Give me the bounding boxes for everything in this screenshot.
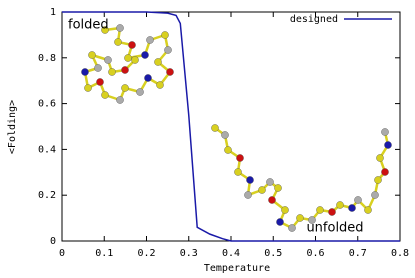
bead	[108, 68, 116, 76]
x-tick-label: 0.3	[180, 248, 198, 259]
x-axis-label: Temperature	[204, 263, 270, 274]
bead	[154, 58, 162, 66]
bead	[104, 56, 112, 64]
bead	[258, 186, 266, 194]
bead	[144, 74, 152, 82]
bead	[381, 128, 389, 136]
bead	[354, 196, 362, 204]
x-tick-label: 0.5	[264, 248, 282, 259]
bead	[296, 214, 304, 222]
x-tick-label: 0	[59, 248, 65, 259]
unfolded-chain	[214, 126, 390, 230]
x-tick-label: 0.4	[222, 248, 240, 259]
y-tick-label: 0.8	[38, 53, 56, 64]
bead	[336, 201, 344, 209]
bead	[274, 184, 282, 192]
y-tick-label: 0.4	[38, 144, 56, 155]
bead	[164, 46, 172, 54]
x-tick-label: 0.8	[391, 248, 409, 259]
bead	[124, 54, 132, 62]
bead	[236, 154, 244, 162]
legend-label: designed	[290, 14, 338, 25]
bead	[136, 88, 144, 96]
bead	[266, 178, 274, 186]
y-tick-label: 0	[50, 236, 56, 247]
bead	[281, 206, 289, 214]
bead	[114, 38, 122, 46]
bead	[166, 68, 174, 76]
bead	[116, 24, 124, 32]
bead	[244, 191, 252, 199]
bead	[234, 168, 242, 176]
bead	[374, 176, 382, 184]
annotation: unfolded	[306, 221, 363, 236]
bead	[364, 206, 372, 214]
bead	[371, 191, 379, 199]
x-tick-label: 0.1	[95, 248, 113, 259]
bead	[268, 196, 276, 204]
x-tick-label: 0.2	[137, 248, 155, 259]
bead	[276, 218, 284, 226]
bead	[328, 208, 336, 216]
bead	[376, 154, 384, 162]
bead	[81, 68, 89, 76]
bead	[94, 64, 102, 72]
bead	[131, 56, 139, 64]
bead	[116, 96, 124, 104]
x-tick-label: 0.6	[306, 248, 324, 259]
annotation: folded	[68, 18, 109, 33]
bead	[224, 146, 232, 154]
bead	[308, 216, 316, 224]
bead	[96, 78, 104, 86]
bead	[141, 51, 149, 59]
x-tick-label: 0.7	[349, 248, 367, 259]
bead	[316, 206, 324, 214]
bead	[156, 81, 164, 89]
y-tick-label: 0.2	[38, 190, 56, 201]
y-tick-label: 1	[50, 7, 56, 18]
bead	[348, 204, 356, 212]
bead	[246, 176, 254, 184]
y-axis-label: <Folding>	[7, 100, 18, 154]
bead	[121, 84, 129, 92]
y-tick-label: 0.6	[38, 99, 56, 110]
bead	[288, 224, 296, 232]
bead	[88, 51, 96, 59]
bead	[121, 66, 129, 74]
bead	[211, 124, 219, 132]
bead	[84, 84, 92, 92]
bead	[128, 41, 136, 49]
bead	[101, 91, 109, 99]
bead	[381, 168, 389, 176]
bead	[384, 141, 392, 149]
bead	[221, 131, 229, 139]
bead	[101, 26, 109, 34]
bead	[161, 31, 169, 39]
data-line	[62, 11, 400, 242]
bead	[146, 36, 154, 44]
